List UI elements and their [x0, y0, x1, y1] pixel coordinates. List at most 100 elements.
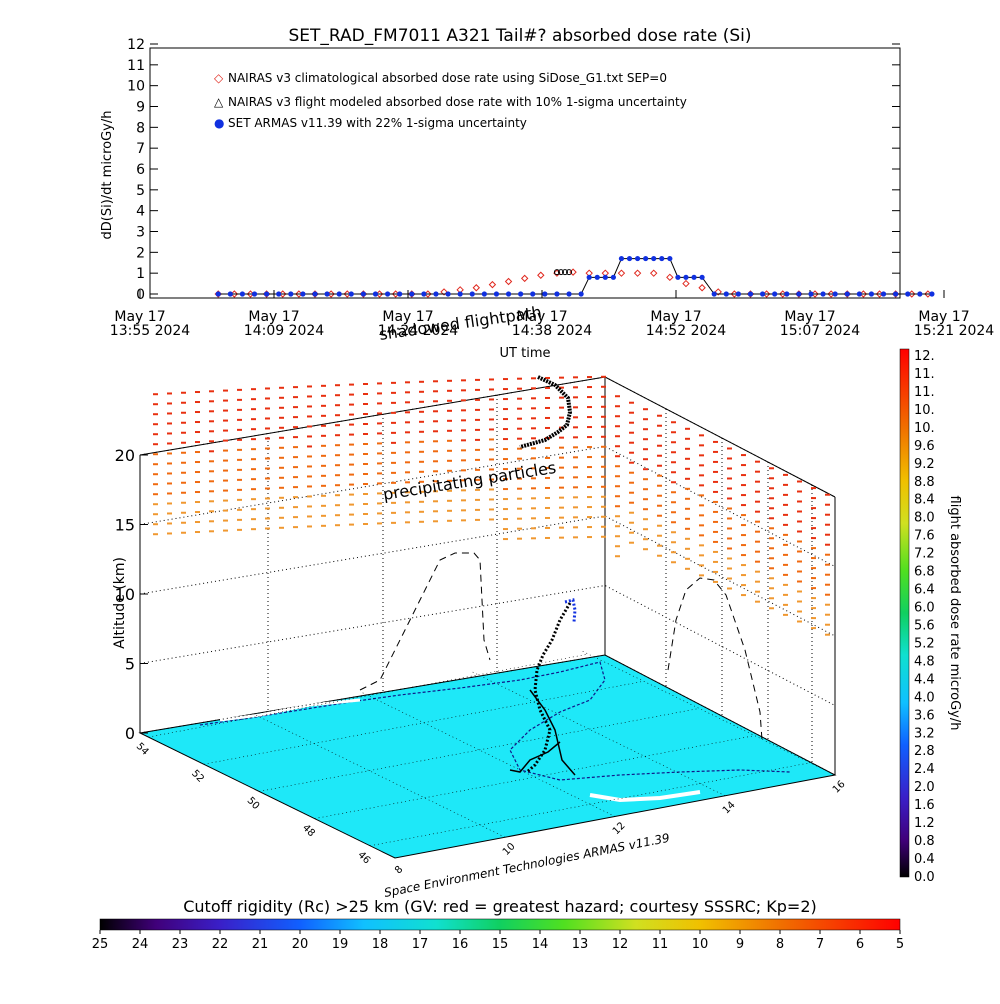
altitude-gridline [139, 376, 836, 498]
colorbar-right-tick-label: 5.2 [914, 636, 935, 651]
armas-point [264, 291, 270, 297]
longitude-gridline [579, 649, 836, 776]
armas-point [820, 291, 826, 297]
colorbar-right-tick-label: 2.8 [914, 744, 935, 759]
armas-point [929, 291, 935, 297]
colorbar-right-tick-label: 6.4 [914, 583, 935, 598]
colorbar-right-tick-label: 9.2 [914, 457, 935, 472]
armas-point [493, 291, 500, 297]
altitude-gridline [139, 584, 836, 706]
armas-point [324, 291, 330, 297]
latitude-tick-label: 52 [189, 768, 206, 785]
armas-point [227, 291, 233, 297]
ground-map-plane [138, 654, 837, 859]
flight-modeled-point [566, 269, 573, 276]
climatological-point [650, 269, 658, 277]
armas-point [651, 255, 657, 262]
colorbar-right-gradient [899, 348, 910, 878]
colorbar-right-tick-label: 3.6 [914, 708, 935, 723]
armas-point [796, 291, 802, 297]
z-tick-label: 10 [115, 585, 135, 604]
colorbar-bottom-tick-label: 7 [816, 937, 824, 952]
armas-point [433, 291, 439, 297]
colorbar-bottom-label: Cutoff rigidity (Rc) >25 km (GV: red = g… [183, 897, 817, 916]
series-layer [214, 255, 935, 298]
colorbar-bottom-tick-label: 18 [372, 937, 389, 952]
legend-text-flight-modeled: NAIRAS v3 flight modeled absorbed dose r… [228, 95, 687, 109]
armas-point [917, 291, 923, 297]
armas-point [808, 291, 814, 297]
z-tick-label: 5 [125, 655, 135, 674]
colorbar-right-tick-label: 8.4 [914, 493, 935, 508]
climatological-point [617, 269, 626, 277]
y-tick-label: 9 [136, 100, 145, 116]
climatological-point [633, 269, 642, 277]
altitude-gridlines [139, 376, 836, 776]
flight-modeled-point [557, 269, 564, 276]
rigidity-contour-left [359, 552, 491, 691]
y-tick-label: 4 [136, 204, 145, 220]
colorbar-bottom-tick-label: 8 [776, 937, 784, 952]
y-tick-label: 1 [136, 266, 145, 282]
x-tick-label-time: 13:55 2024 [110, 323, 191, 339]
latitude-tick-label: 50 [245, 795, 262, 812]
y-tick-label: 11 [127, 58, 145, 74]
armas-point [409, 291, 415, 297]
altitude-gridline [139, 654, 836, 776]
armas-point [251, 291, 258, 297]
colorbar-right-tick-label: 5.6 [914, 618, 935, 633]
latitude-tick-label: 54 [134, 741, 151, 758]
armas-point [610, 274, 616, 280]
colorbar-right-tick-label: 4.4 [914, 672, 935, 687]
cutoff-rigidity-colorbar: Cutoff rigidity (Rc) >25 km (GV: red = g… [92, 897, 904, 952]
legend-symbol-climatological: ◇ [214, 71, 224, 85]
y-tick-label: 12 [127, 37, 145, 53]
climatological-point [714, 288, 722, 296]
armas-point [554, 291, 560, 297]
armas-point [360, 291, 366, 297]
colorbar-bottom-tick-label: 9 [736, 937, 744, 952]
armas-point [643, 255, 649, 262]
colorbar-right-tick-label: 8.8 [914, 475, 935, 490]
armas-point [300, 291, 306, 297]
longitude-gridline [249, 711, 506, 838]
colorbar-right-tick-label: 9.6 [914, 439, 935, 454]
longitude-tick-label: 12 [611, 820, 628, 837]
armas-point [634, 255, 641, 262]
ground-track [529, 689, 576, 776]
colorbar-bottom-tick-label: 12 [612, 937, 629, 952]
y-axis-label: dD(Si)/dt microGy/h [100, 111, 115, 240]
x-tick-label-date: May 17 [784, 309, 835, 325]
climatological-point [698, 284, 706, 292]
colorbar-bottom-tick-label: 14 [532, 937, 549, 952]
3d-flightpath-panel: shadowed flightpath precipitating partic… [112, 302, 848, 900]
armas-point [372, 291, 379, 297]
colorbar-bottom-tick-label: 11 [652, 937, 669, 952]
plot-frame [149, 47, 901, 299]
climatological-point [488, 280, 497, 289]
armas-point [384, 291, 391, 297]
x-tick-label-date: May 17 [516, 309, 567, 325]
colorbar-right-tick-label: 6.0 [914, 601, 935, 616]
climatological-point [472, 284, 480, 292]
colorbar-bottom-tick-label: 17 [412, 937, 429, 952]
y-tick-label: 6 [136, 162, 145, 178]
climatological-point [666, 273, 674, 282]
x-tick-label-time: 14:24 2024 [378, 323, 459, 339]
climatological-point [504, 277, 513, 286]
longitude-tick-label: 8 [393, 864, 405, 876]
colorbar-right-tick-label: 11. [914, 367, 935, 382]
x-tick-label-time: 14:38 2024 [512, 323, 593, 339]
colorbar-right-tick-label: 1.2 [914, 816, 935, 831]
side-wall-top-edge [604, 376, 836, 498]
armas-point [336, 291, 342, 297]
armas-point [772, 291, 778, 297]
colorbar-bottom-tick-label: 15 [492, 937, 509, 952]
colorbar-bottom-ticks: 25 24 23 22 21 20 19 18 17 16 15 14 13 12 11 10 9 8 7 6 5 [92, 930, 904, 952]
armas-line [218, 258, 932, 295]
climatological-point [682, 279, 690, 288]
rigidity-contour-right [667, 577, 763, 741]
z-tick-label: 15 [115, 516, 135, 535]
